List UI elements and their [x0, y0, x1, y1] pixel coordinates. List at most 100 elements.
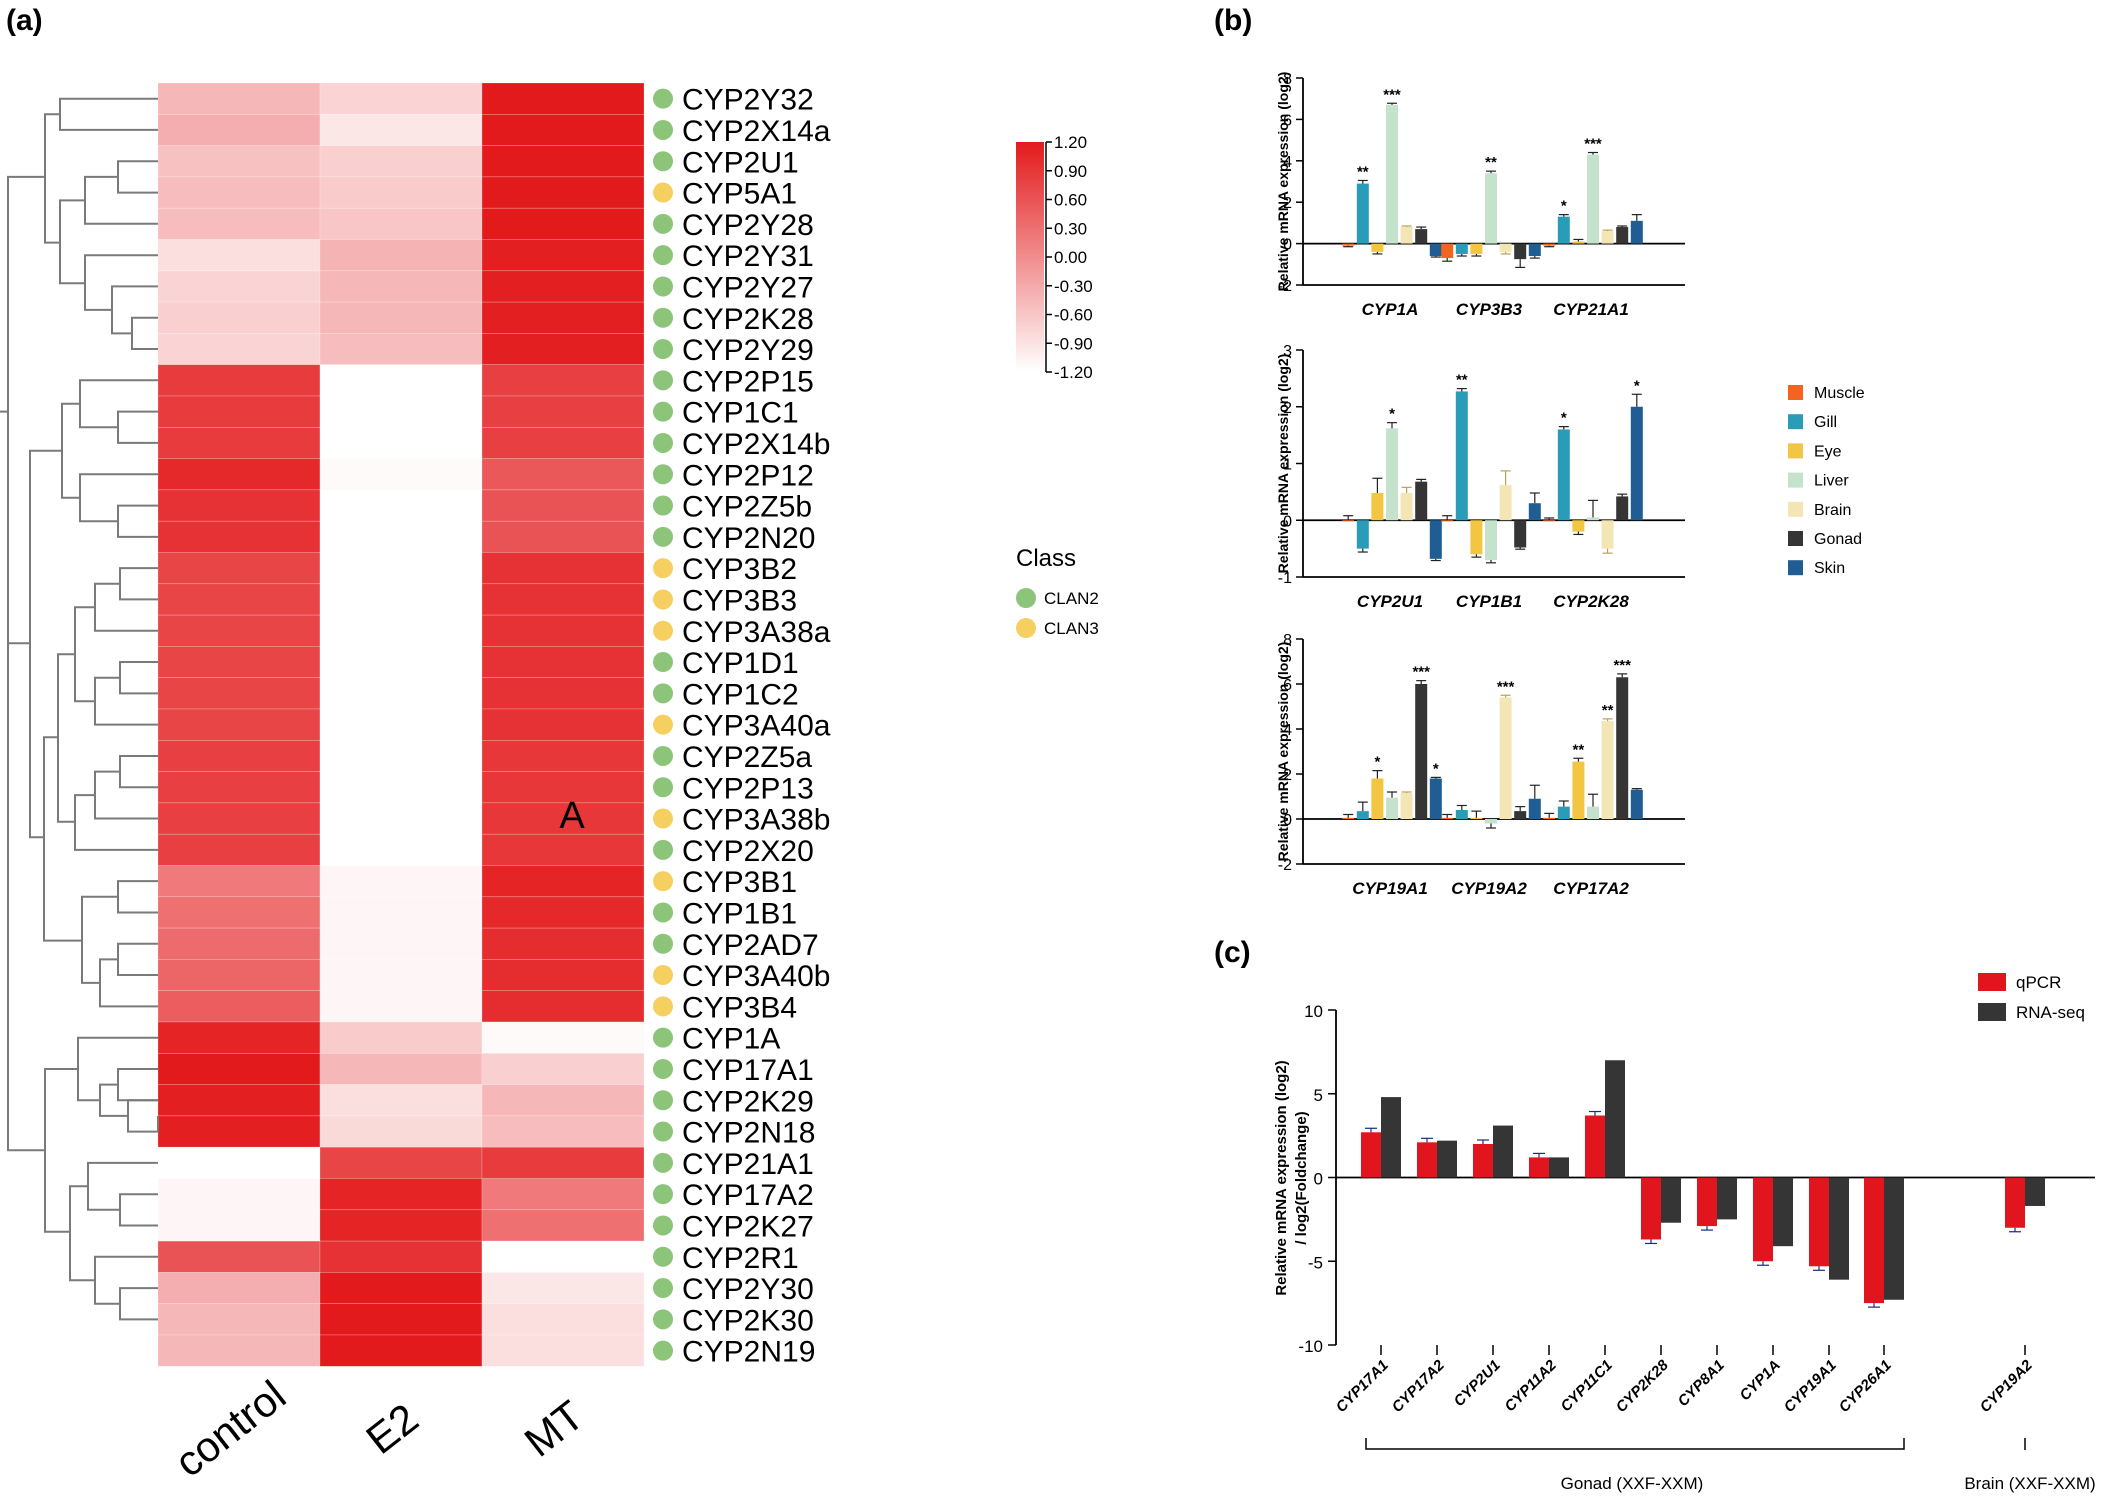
heatmap-cell: [481, 959, 645, 992]
legend-swatch: [1788, 443, 1803, 459]
heatmap-cell: [481, 1021, 645, 1054]
gene-label: CYP2Y27: [682, 271, 814, 304]
significance-label: ***: [1613, 657, 1631, 674]
bar: [1697, 1177, 1717, 1227]
heatmap-cell: [481, 82, 645, 115]
bar: [1641, 1177, 1661, 1240]
category-label: CYP8A1: [1675, 1357, 1728, 1410]
dendrogram-branch: [74, 794, 158, 851]
bar: [1400, 227, 1413, 244]
gene-label: CYP2P12: [682, 459, 814, 492]
class-dot: [653, 151, 673, 172]
heatmap-cell: [157, 865, 321, 898]
gene-label: CYP3A38b: [682, 804, 830, 837]
gene-label: CYP1A: [682, 1023, 780, 1056]
legend-swatch: [1788, 385, 1803, 400]
gene-label: CYP3A40b: [682, 960, 830, 993]
y-tick-label: 2: [1283, 767, 1292, 784]
heatmap-cell: [157, 583, 321, 616]
class-dot: [653, 1278, 673, 1299]
bar: [1493, 1125, 1513, 1178]
column-label: E2: [357, 1394, 426, 1463]
bar: [1529, 1157, 1549, 1178]
bar: [1616, 227, 1629, 244]
bar: [1485, 173, 1497, 244]
significance-label: **: [1357, 163, 1369, 180]
gonad-bracket: [1365, 1438, 1905, 1450]
heatmap-cell: [319, 1303, 483, 1336]
class-dot: [653, 745, 673, 766]
bar: [1616, 496, 1629, 521]
heatmap-cell: [157, 802, 321, 835]
class-dot: [653, 276, 673, 297]
gene-label: CYP2K28: [682, 303, 814, 336]
heatmap-cell: [319, 802, 483, 835]
gene-group-label: CYP2U1: [1357, 592, 1423, 611]
significance-label: *: [1374, 754, 1380, 771]
class-dot: [653, 996, 673, 1017]
dendrogram-branch: [7, 175, 45, 645]
bar: [1630, 789, 1643, 819]
bar: [1371, 243, 1384, 252]
colorbar-tick-label: -1.20: [1054, 363, 1093, 382]
class-dot: [653, 432, 673, 453]
class-dot: [653, 714, 673, 735]
legend-label: Liver: [1814, 473, 1849, 490]
heatmap-cell: [481, 1334, 645, 1367]
gene-label: CYP1B1: [682, 897, 797, 930]
heatmap-cell: [481, 833, 645, 866]
heatmap-cell: [157, 270, 321, 303]
heatmap-cell: [319, 865, 483, 898]
class-dot: [653, 1309, 673, 1330]
heatmap-cell: [481, 333, 645, 365]
bar: [2005, 1177, 2025, 1228]
class-dot: [653, 777, 673, 798]
column-label: MT: [516, 1391, 593, 1465]
bar: [1557, 806, 1570, 819]
dendrogram-branch: [131, 316, 158, 350]
bar: [1473, 1144, 1493, 1178]
bar: [1429, 778, 1442, 819]
bar: [1470, 243, 1483, 254]
heatmap-cell: [319, 739, 483, 772]
significance-label: *: [1433, 760, 1439, 777]
y-tick-label: 2: [1283, 195, 1292, 212]
heatmap-cell: [319, 114, 483, 146]
heatmap-cell: [481, 1303, 645, 1336]
gene-label: CYP2Y32: [682, 84, 814, 117]
legend-label: Muscle: [1814, 385, 1865, 402]
bar: [1342, 520, 1355, 522]
heatmap-cell: [319, 239, 483, 272]
heatmap-cell: [157, 458, 321, 491]
heatmap-cell: [319, 333, 483, 365]
class-dot: [653, 245, 673, 266]
bar: [1717, 1177, 1737, 1220]
bar: [1342, 817, 1355, 819]
bar: [1630, 220, 1643, 244]
y-tick-label: 5: [1314, 1086, 1323, 1105]
bar: [1441, 817, 1454, 819]
heatmap-cell: [157, 395, 321, 428]
bar: [1587, 806, 1599, 819]
bar: [1441, 243, 1454, 259]
heatmap-cell: [157, 708, 321, 741]
category-label: CYP2U1: [1451, 1357, 1504, 1410]
legend-swatch: [1788, 560, 1803, 576]
dendrogram-branch: [57, 653, 75, 823]
colorbar-tick-label: 0.30: [1054, 219, 1087, 238]
category-label: CYP19A1: [1781, 1357, 1840, 1416]
significance-label: ***: [1497, 678, 1515, 695]
heatmap-cell: [481, 771, 645, 804]
bar: [1809, 1177, 1829, 1267]
heatmap-cell: [481, 990, 645, 1023]
heatmap-cell: [319, 1272, 483, 1305]
bar: [1455, 391, 1468, 521]
column-label: control: [166, 1371, 294, 1486]
heatmap-cell: [157, 176, 321, 209]
class-dot: [653, 526, 673, 547]
gene-label: CYP17A2: [682, 1179, 814, 1212]
colorbar-tick-label: 0.90: [1054, 162, 1087, 181]
bar: [1356, 520, 1369, 549]
dendrogram-branch: [61, 402, 80, 499]
y-tick-label: 6: [1283, 112, 1292, 129]
